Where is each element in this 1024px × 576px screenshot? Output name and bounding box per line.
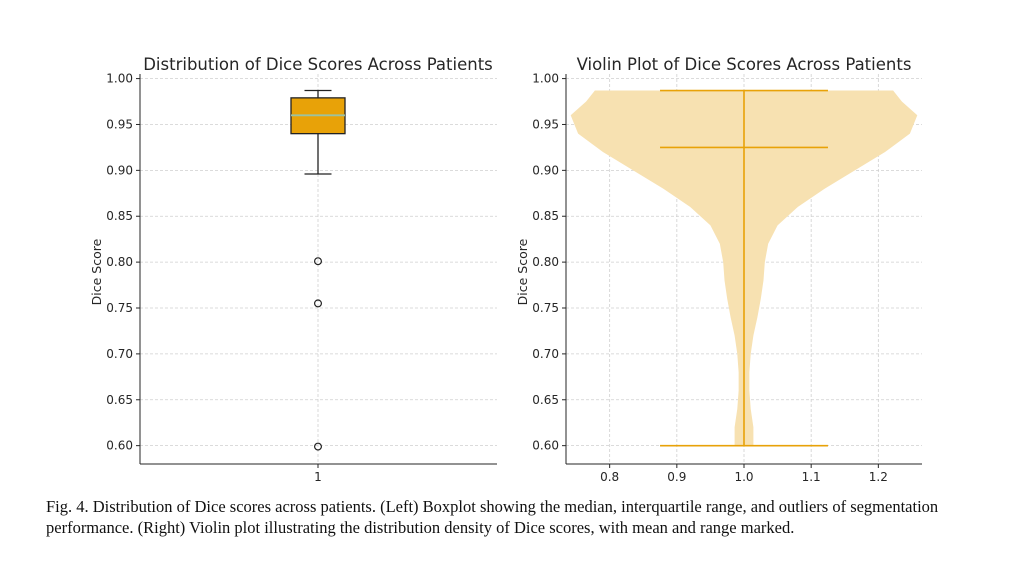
violin-x-ticks: 0.8 0.9 1.0 1.1 1.2 <box>600 464 888 484</box>
boxplot-y-tick-label: 0.70 <box>106 347 133 361</box>
boxplot-x-tick-label: 1 <box>314 470 322 484</box>
boxplot-y-tick-label: 0.90 <box>106 163 133 177</box>
violin-y-tick-label: 1.00 <box>532 72 559 86</box>
boxplot-y-tick-label: 0.85 <box>106 209 133 223</box>
boxplot-x-ticks: 1 <box>314 464 322 484</box>
boxplot-y-tick-label: 0.95 <box>106 117 133 131</box>
boxplot-title: Distribution of Dice Scores Across Patie… <box>143 55 493 74</box>
boxplot-y-tick-label: 0.80 <box>106 255 133 269</box>
boxplot-outlier-point <box>314 257 323 266</box>
boxplot-marks <box>290 89 346 451</box>
violin-y-tick-label: 0.70 <box>532 347 559 361</box>
violin-title: Violin Plot of Dice Scores Across Patien… <box>577 55 912 74</box>
boxplot-panel: Distribution of Dice Scores Across Patie… <box>89 55 497 484</box>
boxplot-y-tick-label: 0.60 <box>106 439 133 453</box>
violin-y-tick-label: 0.80 <box>532 255 559 269</box>
boxplot-y-axis-label: Dice Score <box>89 238 104 305</box>
violin-y-tick-label: 0.85 <box>532 209 559 223</box>
violin-x-tick-label: 1.1 <box>802 470 821 484</box>
figure-caption: Fig. 4. Distribution of Dice scores acro… <box>46 497 939 537</box>
figure: Distribution of Dice Scores Across Patie… <box>89 55 922 484</box>
boxplot-y-tick-label: 1.00 <box>106 72 133 86</box>
violin-x-tick-label: 1.0 <box>734 470 753 484</box>
boxplot-y-tick-label: 0.75 <box>106 301 133 315</box>
violin-x-tick-label: 0.9 <box>667 470 686 484</box>
violin-y-tick-label: 0.75 <box>532 301 559 315</box>
violin-x-tick-label: 0.8 <box>600 470 619 484</box>
violin-panel: Violin Plot of Dice Scores Across Patien… <box>515 55 922 484</box>
violin-y-tick-label: 0.90 <box>532 163 559 177</box>
violin-y-ticks: 0.60 0.65 0.70 0.75 0.80 0.85 0.90 0.95 1.00 <box>532 72 566 453</box>
violin-x-tick-label: 1.2 <box>869 470 888 484</box>
violin-y-tick-label: 0.65 <box>532 393 559 407</box>
violin-y-tick-label: 0.95 <box>532 117 559 131</box>
boxplot-outlier-point <box>314 442 323 451</box>
violin-y-axis-label: Dice Score <box>515 238 530 305</box>
violin-marks <box>570 89 918 447</box>
boxplot-y-ticks: 0.60 0.65 0.70 0.75 0.80 0.85 0.90 0.95 1.00 <box>106 72 140 453</box>
violin-y-tick-label: 0.60 <box>532 439 559 453</box>
boxplot-y-tick-label: 0.65 <box>106 393 133 407</box>
boxplot-outlier-point <box>314 299 323 308</box>
